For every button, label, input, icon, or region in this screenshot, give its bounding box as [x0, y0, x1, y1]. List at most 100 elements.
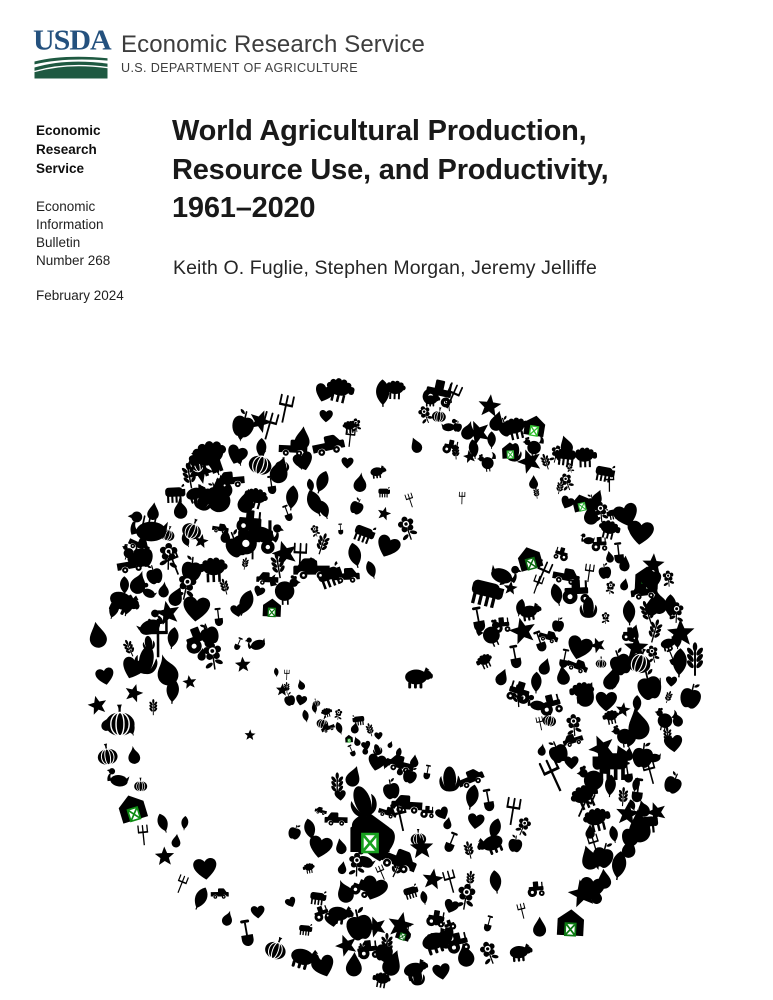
pig-icon — [509, 942, 534, 963]
pear-icon — [172, 497, 188, 520]
pumpkin-icon — [262, 933, 291, 963]
sheep-icon — [320, 706, 334, 719]
heart-icon — [291, 450, 316, 473]
wheat-icon — [121, 637, 138, 659]
barn-icon — [522, 413, 548, 438]
publication-date: February 2024 — [36, 288, 124, 303]
wheat-icon — [240, 556, 250, 571]
flower-icon — [309, 523, 322, 538]
flower-icon — [477, 939, 501, 967]
pitchfork-icon — [404, 492, 416, 509]
pickup-icon — [314, 805, 328, 816]
star-icon — [86, 693, 109, 716]
series-name: Economic Research Service — [36, 121, 154, 178]
pear-icon — [352, 735, 362, 747]
bulletin-line: Number 268 — [36, 253, 111, 268]
apple-icon — [507, 834, 524, 853]
pear-icon — [157, 580, 170, 598]
header: USDA Economic Research Service U.S. DEPA… — [33, 26, 425, 79]
wheat-icon — [148, 699, 158, 716]
heart-icon — [284, 895, 298, 910]
cow-icon — [309, 889, 328, 906]
barn-icon — [344, 734, 354, 743]
wheat-icon — [538, 452, 553, 471]
usda-logo: USDA — [33, 26, 112, 79]
pickup-icon — [324, 812, 348, 826]
barn-icon — [261, 597, 282, 618]
pitchfork-icon — [538, 756, 569, 795]
sheep-icon — [474, 651, 496, 672]
cow-icon — [352, 714, 365, 726]
tractor-icon — [552, 545, 571, 563]
apple-icon — [348, 496, 367, 517]
droplet-icon — [337, 860, 348, 875]
heart-icon — [192, 857, 218, 881]
pumpkin-icon — [430, 406, 448, 424]
pickup-icon — [455, 765, 487, 791]
droplet-icon — [529, 475, 539, 489]
leaf-icon — [273, 667, 280, 678]
sheep-icon — [601, 708, 621, 726]
pitchfork-icon — [284, 669, 290, 681]
tractor-icon — [356, 939, 380, 960]
pitchfork-icon — [173, 874, 190, 895]
chicken-icon — [476, 451, 498, 473]
heart-icon — [224, 443, 250, 468]
droplet-icon — [334, 837, 348, 856]
series-line: Research — [36, 142, 97, 157]
droplet-icon — [537, 656, 554, 677]
agency-name: Economic Research Service — [121, 31, 425, 58]
heart-icon — [182, 595, 211, 623]
publication-info-sidebar: Economic Research Service Economic Infor… — [36, 121, 154, 305]
title-line: World Agricultural Production, — [172, 115, 587, 147]
agency-block: Economic Research Service U.S. DEPARTMEN… — [121, 27, 425, 76]
leaf-icon — [487, 431, 496, 449]
droplet-icon — [408, 435, 424, 455]
leaf-icon — [622, 599, 636, 626]
cow-icon — [164, 483, 186, 504]
pitchfork-icon — [137, 824, 150, 846]
pitchfork-icon — [529, 574, 545, 596]
series-line: Economic — [36, 123, 101, 138]
pitchfork-icon — [516, 902, 528, 920]
flower-icon — [661, 570, 675, 588]
agriculture-globe-illustration — [86, 375, 705, 990]
heart-icon — [366, 752, 388, 773]
heart-icon — [564, 634, 595, 663]
shovel-icon — [481, 788, 496, 812]
flower-icon — [601, 612, 610, 624]
apple-icon — [551, 616, 565, 633]
sheep-icon — [198, 557, 229, 583]
leaf-icon — [301, 709, 310, 723]
apple-icon — [678, 680, 704, 711]
heart-icon — [229, 603, 246, 619]
star-icon — [376, 505, 393, 521]
bulletin-line: Economic — [36, 199, 96, 214]
droplet-icon — [343, 763, 364, 789]
pickup-icon — [565, 656, 590, 676]
shovel-icon — [337, 523, 344, 535]
heart-icon — [252, 584, 267, 599]
heart-icon — [374, 731, 383, 740]
heart-icon — [665, 676, 678, 687]
pitchfork-icon — [275, 393, 296, 425]
leaf-icon — [608, 825, 620, 844]
cow-icon — [298, 922, 313, 936]
apple-icon — [381, 777, 401, 801]
pear-icon — [126, 745, 141, 765]
droplet-icon — [533, 916, 547, 937]
usda-swoosh-icon — [34, 56, 108, 79]
series-line: Service — [36, 161, 85, 176]
heart-icon — [250, 905, 266, 919]
shovel-icon — [233, 636, 244, 651]
pitchfork-icon — [503, 796, 522, 827]
duck-icon — [104, 767, 131, 788]
wheat-icon — [313, 531, 332, 557]
pitchfork-icon — [441, 869, 460, 895]
bulletin-number: Economic Information Bulletin Number 268 — [36, 198, 154, 270]
pear-icon — [220, 909, 235, 928]
flower-icon — [416, 404, 435, 426]
droplet-icon — [86, 620, 109, 650]
pumpkin-icon — [95, 741, 120, 767]
